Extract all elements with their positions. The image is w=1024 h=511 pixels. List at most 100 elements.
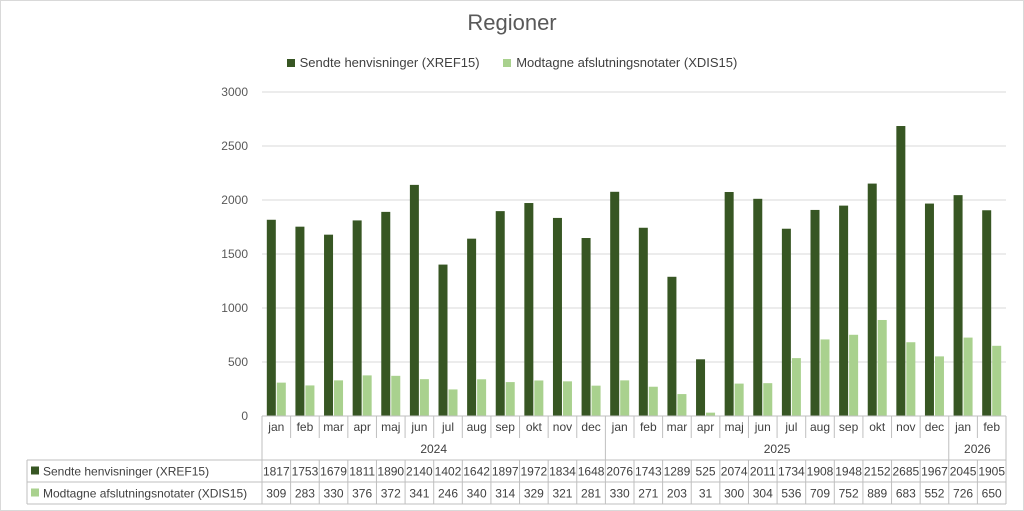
legend-swatch-xdis15 [503,58,512,67]
y-tick-label: 3000 [221,85,248,99]
legend-item-xref15: Sendte henvisninger (XREF15) [286,55,480,70]
y-tick-label: 500 [228,355,248,369]
bar-xdis15 [906,342,916,416]
data-label: 1679 [320,465,347,479]
bar-xref15 [581,238,591,416]
bar-xref15 [438,264,448,416]
y-tick-label: 2000 [221,193,248,207]
bar-xdis15 [648,386,658,416]
data-label: 709 [810,487,830,501]
bar-xref15 [781,228,791,416]
data-label: 2045 [950,465,977,479]
data-label: 683 [896,487,916,501]
bar-xdis15 [706,412,716,416]
data-label: 341 [409,487,429,501]
data-label: 752 [839,487,859,501]
x-tick-label: jun [410,420,427,434]
data-label: 330 [610,487,630,501]
x-tick-label: mar [667,420,688,434]
data-label: 271 [638,487,658,501]
bar-xdis15 [419,379,429,416]
x-tick-label: okt [869,420,886,434]
data-label: 1734 [778,465,805,479]
x-tick-label: jul [784,420,797,434]
bar-xdis15 [934,356,944,416]
bar-xref15 [638,227,648,416]
bar-xref15 [352,220,362,416]
data-label: 2685 [892,465,919,479]
year-label: 2024 [420,442,447,456]
legend: Sendte henvisninger (XREF15) Modtagne af… [0,55,1024,70]
x-tick-label: jan [267,420,284,434]
y-tick-label: 0 [241,409,248,423]
x-tick-label: dec [581,420,600,434]
bar-xdis15 [505,382,515,416]
legend-swatch-xref15 [286,58,295,67]
x-tick-label: nov [896,420,915,434]
bar-xdis15 [620,380,630,416]
data-label: 31 [699,487,713,501]
data-label: 1642 [463,465,490,479]
bar-xref15 [266,219,276,416]
data-label: 536 [781,487,801,501]
data-label: 304 [753,487,773,501]
data-label: 300 [724,487,744,501]
bar-xref15 [409,184,419,416]
x-tick-label: feb [297,420,314,434]
data-label: 2140 [406,465,433,479]
legend-item-xdis15: Modtagne afslutningsnotater (XDIS15) [503,55,737,70]
data-label: 1890 [377,465,404,479]
data-label: 283 [295,487,315,501]
data-label: 650 [982,487,1002,501]
data-label: 246 [438,487,458,501]
data-label: 309 [266,487,286,501]
bar-xref15 [924,203,934,416]
data-label: 321 [552,487,572,501]
x-tick-label: feb [983,420,1000,434]
bar-xdis15 [849,334,859,416]
year-label: 2025 [764,442,791,456]
table-series-label: Modtagne afslutningsnotater (XDIS15) [43,487,247,501]
data-label: 1811 [349,465,375,479]
bar-xdis15 [877,319,887,416]
bar-xref15 [667,276,677,416]
data-label: 1834 [549,465,576,479]
data-label: 889 [867,487,887,501]
data-label: 1948 [835,465,862,479]
x-tick-label: sep [839,420,859,434]
bar-xref15 [324,234,334,416]
x-tick-label: jul [441,420,454,434]
data-label: 552 [924,487,944,501]
x-tick-label: feb [640,420,657,434]
x-tick-label: jun [754,420,771,434]
bar-xref15 [552,217,562,416]
data-label: 2076 [606,465,633,479]
bar-xref15 [610,191,620,416]
bar-xdis15 [477,379,487,416]
data-label: 314 [495,487,515,501]
x-tick-label: apr [353,420,370,434]
x-tick-label: jan [954,420,971,434]
data-label: 1905 [978,465,1005,479]
x-tick-label: dec [925,420,944,434]
data-label: 1972 [520,465,547,479]
year-label: 2026 [964,442,991,456]
chart-title: Regioner [467,10,557,35]
bar-xref15 [495,211,505,416]
bar-xref15 [724,192,734,416]
legend-label-xref15: Sendte henvisninger (XREF15) [299,55,480,70]
data-label: 376 [352,487,372,501]
bar-xref15 [839,205,849,416]
data-label: 281 [581,487,601,501]
bar-xref15 [524,203,534,416]
bar-xdis15 [963,337,973,416]
bar-xref15 [982,210,992,416]
data-label: 525 [696,465,716,479]
data-label: 1817 [263,465,290,479]
table-legend-key [31,466,39,475]
data-label: 1648 [578,465,605,479]
data-label: 1908 [807,465,834,479]
x-tick-label: maj [381,420,400,434]
legend-label-xdis15: Modtagne afslutningsnotater (XDIS15) [516,55,738,70]
